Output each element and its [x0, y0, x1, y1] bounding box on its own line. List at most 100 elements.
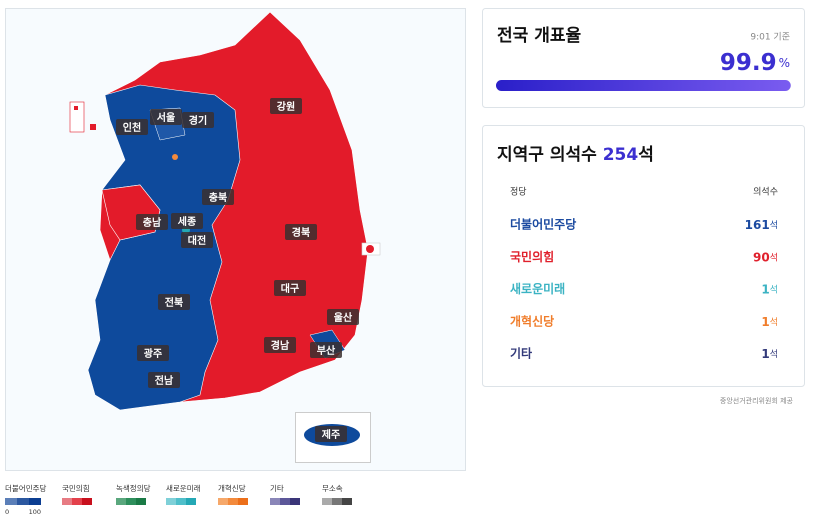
- party-seats: 1석: [761, 282, 778, 296]
- seat-count: 1: [761, 282, 769, 296]
- label-box: [315, 426, 347, 442]
- label-box: [150, 109, 182, 125]
- legend-label: 새로운미래: [166, 484, 201, 493]
- legend-swatch: [290, 498, 300, 505]
- legend-swatch: [72, 498, 82, 505]
- label-box: [116, 119, 148, 135]
- label-text: 강원: [277, 100, 295, 113]
- legend: 더불어민주당 국민의힘 녹색정의당 새로운미래 개혁신당 기타 무소속 0 100: [5, 483, 352, 516]
- legend-swatch: [332, 498, 342, 505]
- legend-swatch: [322, 498, 332, 505]
- region-label: 강원: [270, 98, 302, 114]
- legend-swatch: [17, 498, 29, 505]
- legend-swatch: [218, 498, 228, 505]
- legend-label: 녹색정의당: [116, 483, 151, 493]
- party-seats: 1석: [761, 347, 778, 361]
- label-text: 서울: [157, 111, 175, 124]
- region-label: 충남: [136, 214, 168, 230]
- label-text: 충북: [209, 191, 227, 204]
- label-text: 제주: [322, 428, 340, 441]
- legend-swatch: [238, 498, 248, 505]
- seat-unit: 석: [770, 252, 778, 263]
- seat-count: 1: [761, 347, 769, 361]
- rate-unit: %: [779, 56, 790, 70]
- seats-title-text: 지역구 의석수: [497, 145, 603, 165]
- seats-total-unit: 석: [638, 145, 654, 165]
- legend-swatch: [5, 498, 17, 505]
- region-label: 세종: [171, 213, 203, 229]
- region-label: 경북: [285, 224, 317, 240]
- label-text: 전남: [155, 374, 174, 387]
- seat-unit: 석: [770, 220, 778, 231]
- seat-unit: 석: [770, 316, 778, 327]
- party-name: 기타: [510, 346, 532, 361]
- seat-count: 1: [761, 314, 769, 328]
- label-text: 울산: [334, 311, 353, 324]
- legend-swatch: [166, 498, 176, 505]
- counting-rate: 99.9%: [720, 50, 790, 76]
- seats-panel: [482, 125, 805, 387]
- label-text: 충남: [143, 216, 162, 229]
- label-box: [158, 294, 190, 310]
- label-box: [310, 342, 342, 358]
- label-text: 인천: [123, 121, 141, 134]
- source: 중앙선거관리위원회 제공: [720, 396, 794, 405]
- rate-value: 99.9: [720, 50, 777, 76]
- label-text: 경남: [271, 339, 290, 352]
- label-box: [202, 189, 234, 205]
- counting-title: 전국 개표율: [497, 26, 581, 46]
- legend-swatch: [228, 498, 238, 505]
- label-text: 세종: [178, 215, 196, 228]
- legend-swatch: [176, 498, 186, 505]
- label-box: [270, 98, 302, 114]
- region-label: 대구: [274, 280, 306, 296]
- seat-count: 161: [745, 218, 770, 232]
- region-label: 인천: [116, 119, 148, 135]
- region-label: 경남: [264, 337, 296, 353]
- legend-swatch: [280, 498, 290, 505]
- region-label: 광주: [137, 345, 169, 361]
- header-party: 정당: [510, 187, 527, 198]
- label-box: [327, 309, 359, 325]
- label-box: [181, 232, 213, 248]
- legend-swatch: [82, 498, 92, 505]
- progress-bar: [496, 80, 791, 91]
- region-label: 제주: [315, 426, 347, 442]
- legend-swatch: [116, 498, 126, 505]
- label-text: 경기: [189, 114, 207, 127]
- legend-swatch: [186, 498, 196, 505]
- party-seats: 161석: [745, 218, 778, 232]
- party-name: 더불어민주당: [510, 217, 576, 232]
- counting-time: 9:01 기준: [750, 32, 790, 43]
- seat-count: 90: [753, 250, 770, 264]
- seats-title: 지역구 의석수 254석: [497, 145, 654, 165]
- legend-label: 개혁신당: [218, 483, 246, 493]
- label-text: 부산: [317, 344, 336, 357]
- label-text: 대구: [281, 282, 299, 295]
- label-box: [285, 224, 317, 240]
- label-box: [182, 112, 214, 128]
- region-label: 충북: [202, 189, 234, 205]
- seat-unit: 석: [770, 349, 778, 360]
- legend-swatch: [342, 498, 352, 505]
- seats-total: 254: [603, 145, 639, 165]
- region-label: 경기: [182, 112, 214, 128]
- legend-scale: 0: [5, 508, 9, 516]
- legend-swatch: [126, 498, 136, 505]
- region-label: 서울: [150, 109, 182, 125]
- label-text: 전북: [165, 296, 183, 309]
- party-seats: 1석: [761, 314, 778, 328]
- party-name: 국민의힘: [510, 249, 554, 264]
- legend-scale: 100: [29, 508, 41, 516]
- region-label: 울산: [327, 309, 359, 325]
- party-name: 개혁신당: [510, 313, 554, 328]
- legend-label: 무소속: [322, 484, 343, 493]
- region-label: 부산: [310, 342, 342, 358]
- region-label: 전남: [148, 372, 180, 388]
- legend-swatch: [270, 498, 280, 505]
- region-label: 대전: [181, 232, 213, 248]
